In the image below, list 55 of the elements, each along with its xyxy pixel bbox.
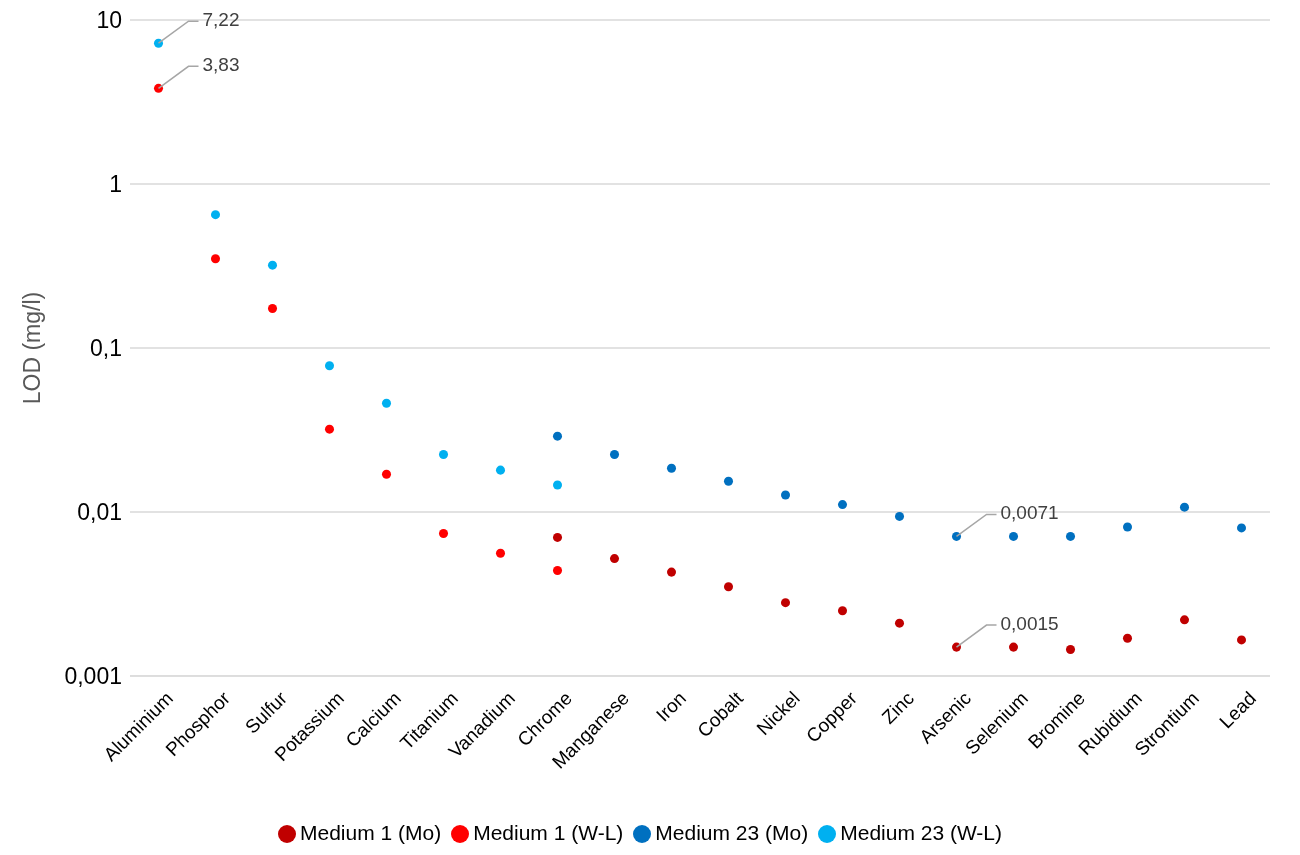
point bbox=[324, 424, 335, 434]
y-tick-label: 0,01 bbox=[77, 499, 122, 526]
point bbox=[894, 618, 905, 628]
point bbox=[837, 606, 848, 616]
point bbox=[609, 554, 620, 564]
point bbox=[666, 463, 677, 473]
y-tick-label: 10 bbox=[96, 7, 122, 34]
point bbox=[552, 480, 563, 490]
y-axis-title: LOD (mg/l) bbox=[19, 291, 46, 405]
data-label: 0,0015 bbox=[1000, 613, 1059, 635]
x-tick-label: Zinc bbox=[877, 687, 918, 728]
point bbox=[552, 431, 563, 441]
point bbox=[495, 548, 506, 558]
point bbox=[609, 450, 620, 460]
point bbox=[1065, 645, 1076, 655]
point bbox=[552, 565, 563, 575]
point bbox=[210, 210, 221, 220]
point bbox=[1236, 523, 1247, 533]
point bbox=[1122, 522, 1133, 532]
point bbox=[438, 528, 449, 538]
point bbox=[1179, 502, 1190, 512]
y-tick-label: 1 bbox=[109, 171, 122, 198]
point bbox=[780, 490, 791, 500]
point bbox=[324, 361, 335, 371]
data-label: 0,0071 bbox=[1000, 502, 1059, 524]
point bbox=[381, 469, 392, 479]
legend-label: Medium 23 (W-L) bbox=[840, 821, 1003, 844]
point bbox=[495, 465, 506, 475]
point bbox=[1236, 635, 1247, 645]
data-label: 7,22 bbox=[202, 9, 240, 31]
point bbox=[552, 532, 563, 542]
x-tick-label: Iron bbox=[651, 687, 690, 726]
point bbox=[1179, 615, 1190, 625]
data-label: 3,83 bbox=[202, 54, 240, 76]
legend-label: Medium 23 (Mo) bbox=[655, 821, 809, 844]
point bbox=[1122, 633, 1133, 643]
point bbox=[837, 500, 848, 510]
point bbox=[381, 398, 392, 408]
legend-label: Medium 1 (W-L) bbox=[473, 821, 624, 844]
point bbox=[723, 582, 734, 592]
point bbox=[1065, 531, 1076, 541]
point bbox=[894, 511, 905, 521]
point bbox=[1008, 531, 1019, 541]
point bbox=[723, 476, 734, 486]
point bbox=[666, 567, 677, 577]
point bbox=[267, 304, 278, 314]
point bbox=[210, 254, 221, 264]
point bbox=[438, 450, 449, 460]
legend-label: Medium 1 (Mo) bbox=[299, 821, 442, 844]
y-tick-label: 0,001 bbox=[64, 663, 122, 690]
point bbox=[780, 598, 791, 608]
y-tick-label: 0,1 bbox=[90, 335, 122, 362]
point bbox=[267, 260, 278, 270]
point bbox=[1008, 642, 1019, 652]
point bbox=[153, 38, 164, 48]
